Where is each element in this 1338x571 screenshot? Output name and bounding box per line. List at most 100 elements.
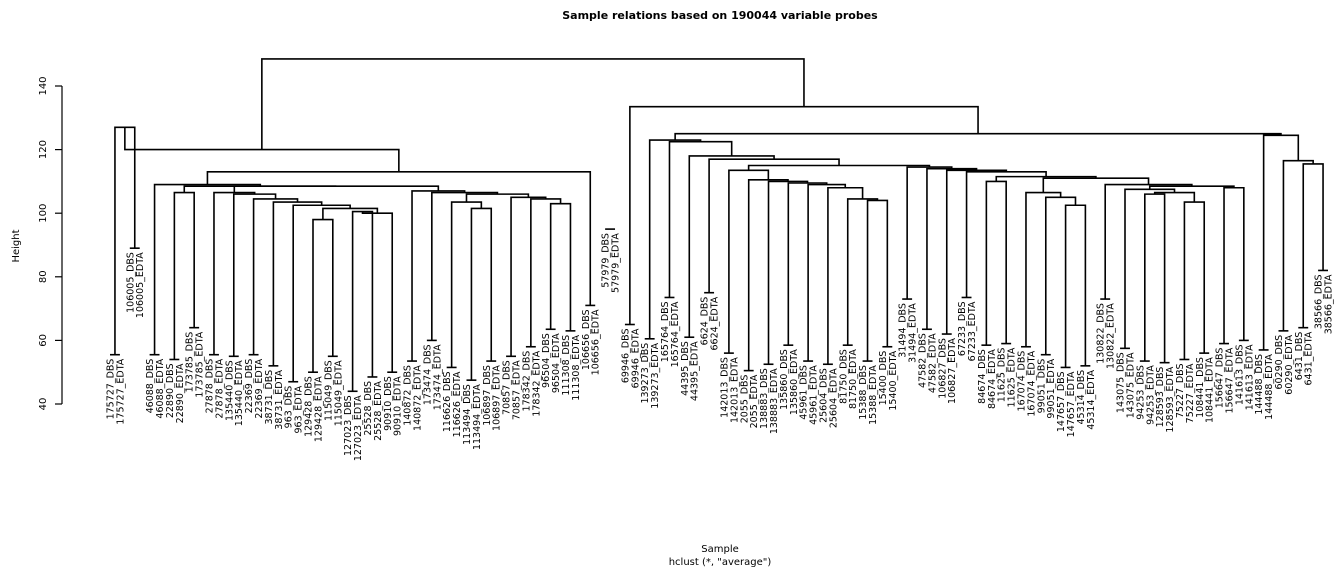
leaf-label: 130822_EDTA	[1106, 303, 1117, 369]
leaf-label: 128593_DBS	[1155, 367, 1166, 428]
leaf-label: 106005_DBS	[125, 252, 136, 313]
leaf-label: 96504_DBS	[541, 333, 552, 388]
y-axis-label: Height	[11, 229, 22, 262]
dendrogram-link	[261, 58, 805, 150]
leaf-label: 108441_DBS	[1195, 357, 1206, 418]
leaf-label: 90910_EDTA	[393, 376, 404, 436]
dendrogram-link	[411, 190, 466, 362]
leaf-label: 45961_DBS	[799, 365, 810, 420]
y-tick-label: 140	[38, 76, 49, 95]
leaf-label: 173785_EDTA	[195, 331, 206, 397]
leaf-label: 106656_EDTA	[591, 309, 602, 375]
leaf-label: 963_DBS	[284, 386, 295, 429]
leaf-label: 6431_EDTA	[1304, 331, 1315, 385]
dendrogram-link	[1044, 196, 1077, 355]
leaf-label: 141613_DBS	[1234, 344, 1245, 405]
leaf-label: 81750_EDTA	[848, 349, 859, 409]
x-axis-label: Sample	[701, 544, 739, 555]
dendrogram-link	[807, 183, 847, 362]
leaf-label: 45961_EDTA	[809, 365, 820, 425]
dendrogram-link	[232, 193, 277, 357]
dendrogram-link	[1064, 204, 1087, 368]
leaf-label: 115049_DBS	[323, 360, 334, 421]
leaf-label: 178342_EDTA	[531, 350, 542, 416]
leaf-label: 106827_DBS	[937, 338, 948, 399]
leaf-label: 11625_DBS	[997, 348, 1008, 403]
leaf-label: 141613_EDTA	[1244, 344, 1255, 410]
chart-title: Sample relations based on 190044 variabl…	[562, 9, 878, 22]
dendrogram-link	[233, 185, 440, 193]
leaf-label: 129428_EDTA	[313, 376, 324, 442]
leaf-label: 140872_DBS	[403, 365, 414, 426]
leaf-label: 15400_DBS	[878, 351, 889, 406]
leaf-label: 106827_EDTA	[947, 338, 958, 404]
leaf-label: 38731_DBS	[264, 370, 275, 425]
dendrogram-link	[470, 207, 493, 381]
leaf-label: 135860_DBS	[779, 349, 790, 410]
leaf-label: 111308_EDTA	[571, 334, 582, 400]
leaf-label: 15388_EDTA	[868, 365, 879, 425]
leaf-label: 84674_EDTA	[987, 349, 998, 409]
dendrogram-link	[450, 201, 483, 368]
dendrogram-link	[114, 126, 136, 355]
dendrogram-link	[1025, 191, 1062, 347]
dendrogram-link	[153, 183, 262, 355]
dendrogram-link	[1223, 186, 1245, 344]
leaf-label: 156647_DBS	[1215, 348, 1226, 409]
leaf-label: 70857_DBS	[502, 360, 513, 415]
leaf-label: 173474_EDTA	[432, 344, 443, 410]
leaf-label: 108441_EDTA	[1205, 357, 1216, 423]
leaf-label: 143075_DBS	[1116, 352, 1127, 413]
leaf-label: 116626_DBS	[442, 371, 453, 432]
leaf-label: 81750_DBS	[838, 349, 849, 404]
dendrogram-link	[549, 202, 572, 331]
leaf-label: 57979_DBS	[601, 233, 612, 288]
y-tick-label: 60	[38, 334, 49, 347]
y-tick-label: 80	[38, 270, 49, 283]
leaf-label: 144488_DBS	[1254, 354, 1265, 415]
leaf-label: 46088_EDTA	[155, 358, 166, 418]
leaf-label: 142013_EDTA	[729, 357, 740, 423]
dendrogram-link	[183, 185, 337, 193]
leaf-label: 25528_DBS	[363, 381, 374, 436]
leaf-label: 173785_DBS	[185, 332, 196, 393]
leaf-label: 173474_DBS	[422, 344, 433, 405]
leaf-label: 115049_EDTA	[333, 360, 344, 426]
leaf-label: 75227_DBS	[1175, 363, 1186, 418]
leaf-label: 106897_DBS	[482, 365, 493, 426]
leaf-label: 27878_EDTA	[214, 358, 225, 418]
leaf-label: 99051_EDTA	[1046, 358, 1057, 418]
dendrogram-link	[530, 198, 562, 347]
leaf-label: 167074_EDTA	[1026, 350, 1037, 416]
y-tick-label: 40	[38, 398, 49, 411]
dendrogram-link	[510, 196, 547, 357]
leaf-label: 15388_DBS	[858, 365, 869, 420]
dendrogram-link	[1183, 201, 1206, 360]
leaf-label: 6431_DBS	[1294, 332, 1305, 381]
leaf-label: 156647_EDTA	[1224, 347, 1235, 413]
leaf-label: 60290_EDTA	[1284, 334, 1295, 394]
dendrogram-link	[747, 164, 931, 171]
leaf-label: 143075_EDTA	[1125, 352, 1136, 418]
leaf-label: 127023_DBS	[343, 395, 354, 456]
leaf-label: 147657_EDTA	[1066, 371, 1077, 437]
leaf-label: 46088_DBS	[145, 359, 156, 414]
leaf-label: 38566_DBS	[1314, 274, 1325, 329]
leaf-label: 116626_EDTA	[452, 371, 463, 437]
leaf-label: 147657_DBS	[1056, 371, 1067, 432]
leaf-label: 25528_EDTA	[373, 380, 384, 440]
leaf-label: 27878_DBS	[205, 359, 216, 414]
leaf-label: 70857_EDTA	[512, 360, 523, 420]
leaf-label: 138883_EDTA	[769, 368, 780, 434]
leaf-label: 139273_EDTA	[650, 342, 661, 408]
leaf-label: 45314_DBS	[1076, 370, 1087, 425]
leaf-label: 963_EDTA	[294, 385, 305, 433]
leaf-label: 165764_DBS	[660, 301, 671, 362]
leaf-label: 113494_DBS	[462, 384, 473, 445]
leaf-label: 99051_DBS	[1036, 359, 1047, 414]
leaf-label: 60290_DBS	[1274, 335, 1285, 390]
leaf-label: 135440_EDTA	[234, 360, 245, 426]
leaf-label: 22890_DBS	[165, 363, 176, 418]
leaf-label: 127023_EDTA	[353, 395, 364, 461]
